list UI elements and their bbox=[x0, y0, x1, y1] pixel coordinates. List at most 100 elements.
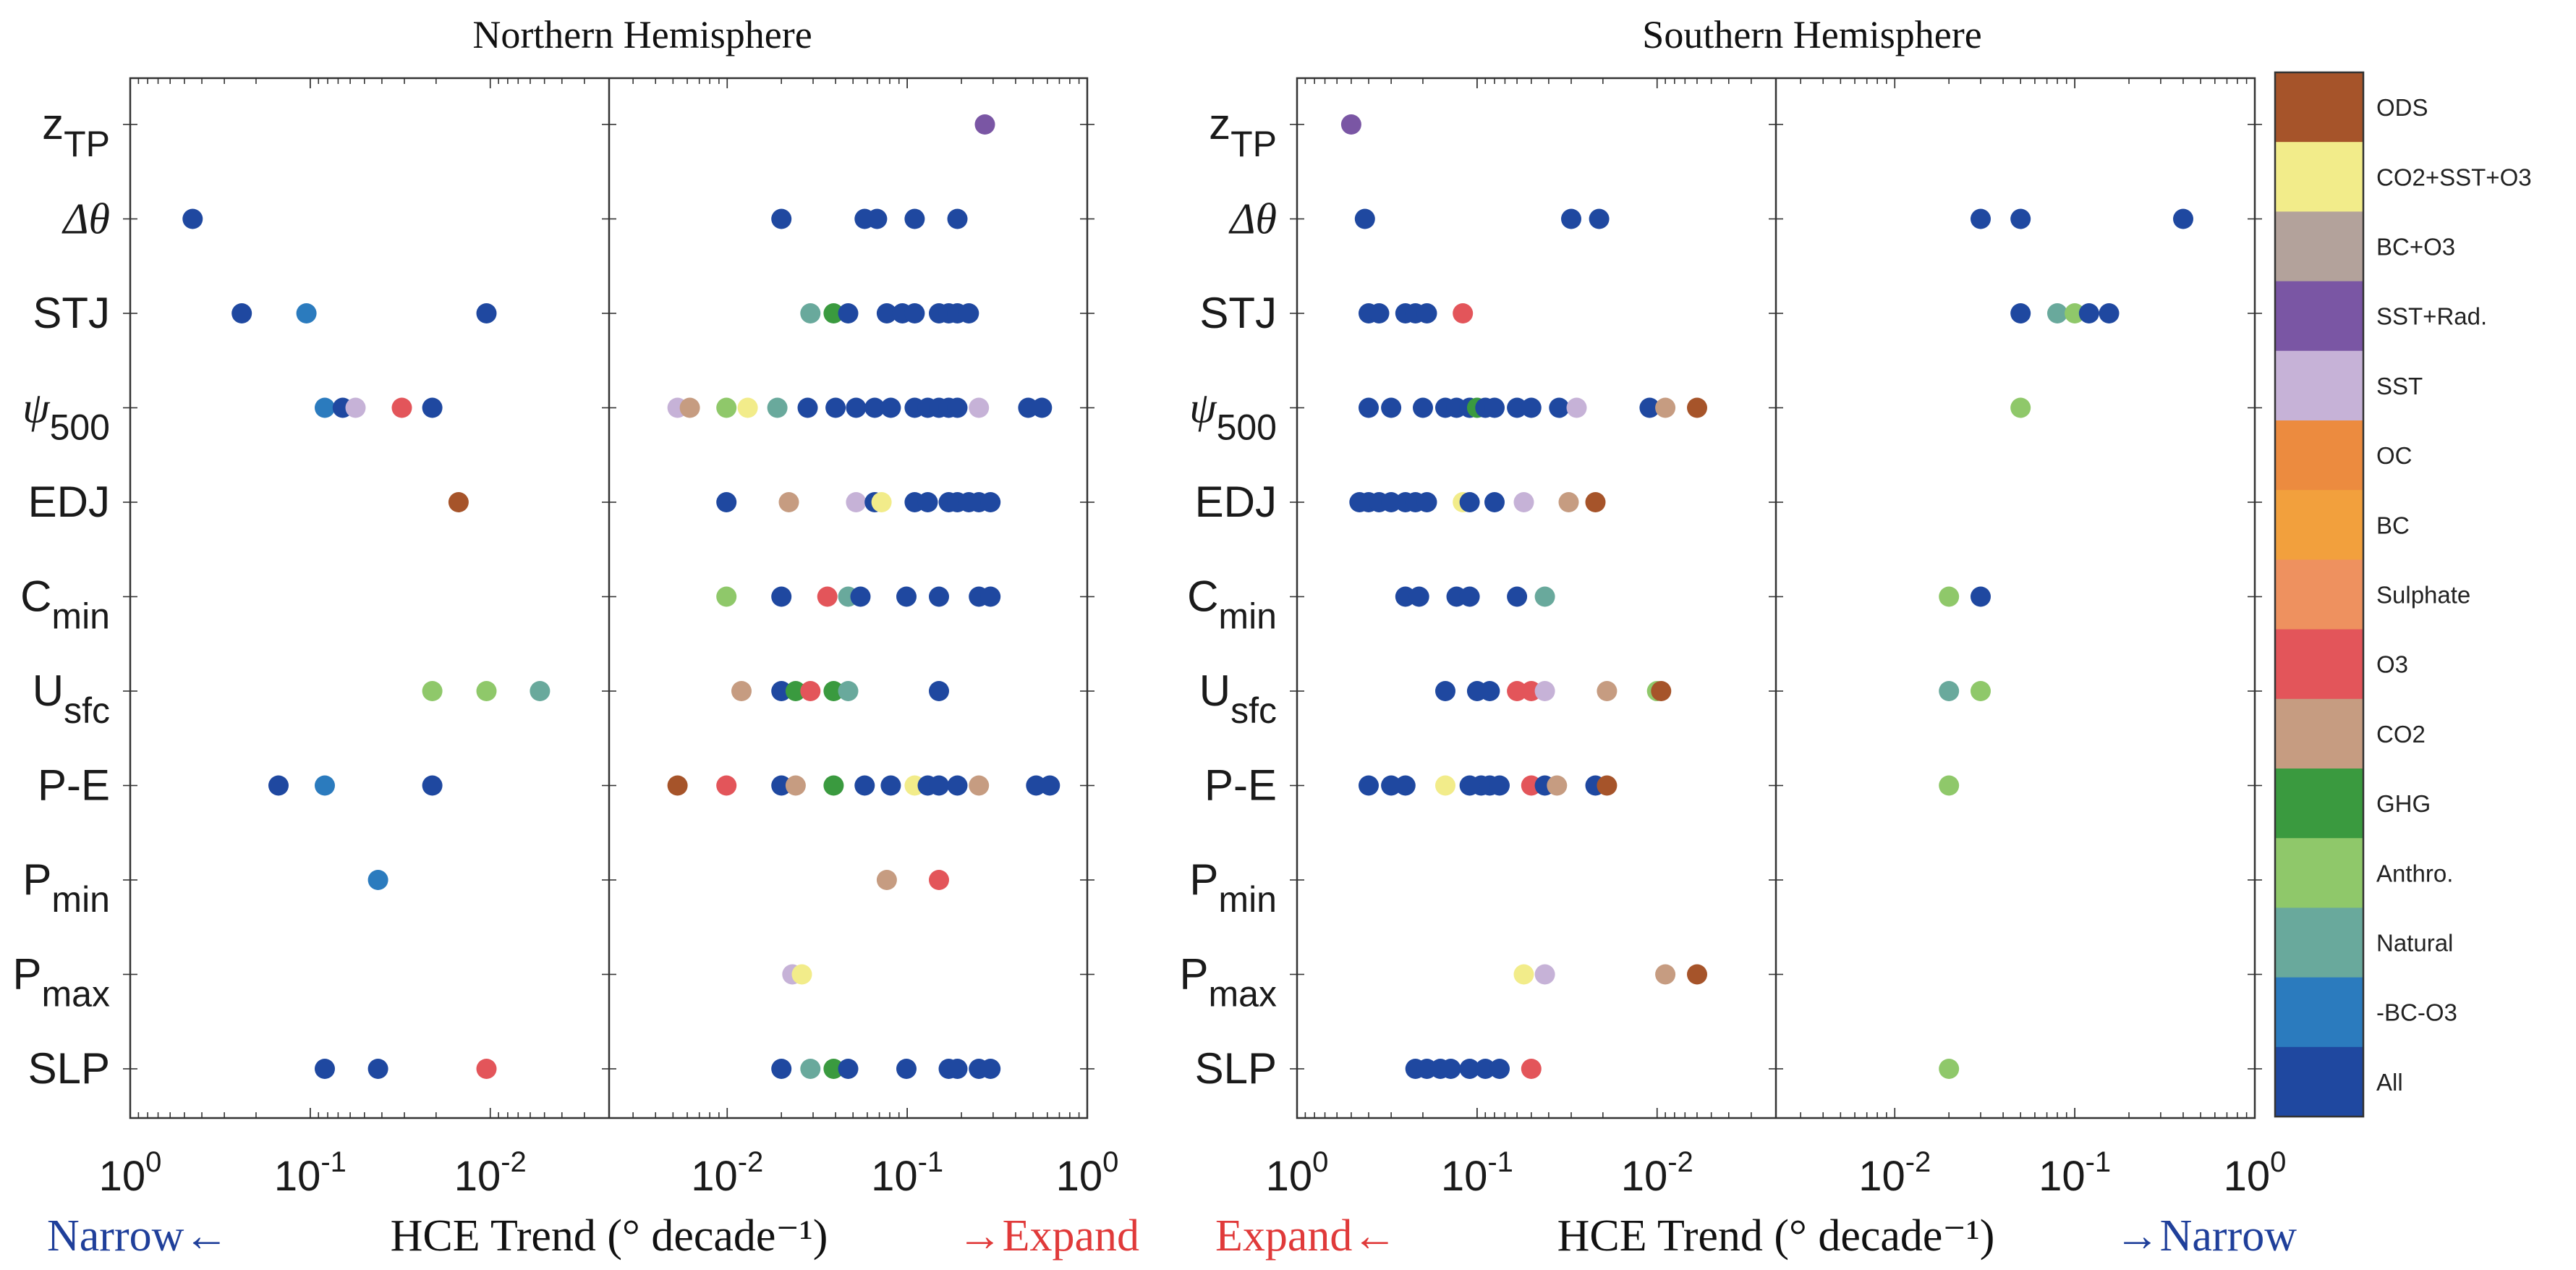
data-point-psi500-Anthro- bbox=[2010, 397, 2031, 418]
data-point-psi500-All bbox=[1484, 397, 1505, 418]
legend-swatch-BC bbox=[2275, 490, 2363, 560]
x-tick-label: 100 bbox=[2224, 1146, 2287, 1200]
data-point-pmax-SST bbox=[1534, 964, 1555, 985]
data-point-dtheta-All bbox=[1971, 208, 1991, 229]
data-point-edj-All bbox=[1381, 492, 1402, 512]
data-point-stj-Anthro- bbox=[2065, 303, 2086, 323]
legend-label: GHG bbox=[2376, 790, 2431, 817]
data-point-pe-All bbox=[1489, 775, 1510, 796]
data-point-usfc-Natural bbox=[530, 681, 551, 701]
x-tick-label: 10-2 bbox=[1621, 1146, 1693, 1200]
data-point-edj-All bbox=[980, 492, 1001, 512]
legend-swatch-BC-O3 bbox=[2275, 211, 2363, 282]
data-point-psi500-SST bbox=[1566, 397, 1587, 418]
legend-label: OC bbox=[2376, 442, 2413, 469]
metric-label-cmin: Cmin bbox=[20, 572, 110, 637]
data-point-pe-All bbox=[1381, 775, 1402, 796]
legend-label: SST bbox=[2376, 373, 2423, 399]
data-point-usfc-CO2 bbox=[731, 681, 752, 701]
data-point-slp-O3 bbox=[476, 1059, 497, 1079]
data-point-stj-All bbox=[838, 303, 859, 323]
x-tick-label: 100 bbox=[99, 1146, 162, 1200]
x-tick-label: 10-2 bbox=[691, 1146, 763, 1200]
legend-swatch-GHG bbox=[2275, 769, 2363, 839]
data-point-slp-All bbox=[896, 1059, 917, 1079]
nh-expand-label: →Expand bbox=[958, 1211, 1139, 1261]
data-point-dtheta-All bbox=[904, 208, 925, 229]
metric-label-edj: EDJ bbox=[28, 478, 110, 526]
data-point-usfc-All bbox=[1479, 681, 1500, 701]
panel-title: Southern Hemisphere bbox=[1642, 13, 1981, 56]
metric-label-pmax: Pmax bbox=[13, 950, 111, 1015]
data-point-cmin-All bbox=[1971, 586, 1991, 607]
data-point-pe-All bbox=[1359, 775, 1379, 796]
x-tick-label: 10-1 bbox=[2039, 1146, 2111, 1200]
legend-swatch-Natural bbox=[2275, 907, 2363, 978]
data-point-slp-All bbox=[1489, 1059, 1510, 1079]
data-point-pmin-O3 bbox=[929, 870, 949, 890]
data-point-usfc-All bbox=[771, 681, 792, 701]
data-point-edj-CO2 bbox=[1558, 492, 1579, 512]
metric-label-pe: P-E bbox=[1204, 761, 1277, 810]
metric-label-dtheta: Δθ bbox=[61, 195, 110, 243]
legend-label: Anthro. bbox=[2376, 860, 2453, 886]
data-point-cmin-All bbox=[929, 586, 949, 607]
data-point-dtheta-All bbox=[2010, 208, 2031, 229]
legend-swatch-ODS bbox=[2275, 72, 2363, 143]
data-point-pe-All bbox=[771, 775, 792, 796]
metric-label-psi500: ψ500 bbox=[1189, 384, 1277, 448]
data-point-pe-All bbox=[422, 775, 443, 796]
data-point-psi500-All bbox=[947, 397, 968, 418]
data-point-slp-All bbox=[980, 1059, 1001, 1079]
data-point-cmin-All bbox=[850, 586, 871, 607]
metric-label-ztp: zTP bbox=[1209, 100, 1277, 164]
data-point-psi500-All bbox=[880, 397, 901, 418]
legend-label: SST+Rad. bbox=[2376, 303, 2487, 330]
metric-label-psi500: ψ500 bbox=[22, 384, 110, 448]
data-point-pmax-CO2-SST-O3 bbox=[1513, 964, 1534, 985]
data-point-usfc-All bbox=[1435, 681, 1455, 701]
data-point-usfc-SST bbox=[1534, 681, 1555, 701]
metric-label-dtheta: Δθ bbox=[1228, 195, 1277, 243]
data-point-psi500-CO2 bbox=[679, 397, 700, 418]
data-point-cmin-All bbox=[771, 586, 792, 607]
data-point-slp-All bbox=[367, 1059, 388, 1079]
data-point-pe-CO2-SST-O3 bbox=[1435, 775, 1455, 796]
data-point-psi500-All bbox=[1413, 397, 1433, 418]
data-point-psi500-ODS bbox=[1687, 397, 1707, 418]
data-point-edj-All bbox=[1459, 492, 1480, 512]
data-point-slp-Anthro- bbox=[1939, 1059, 1960, 1079]
data-point-usfc-GHG bbox=[785, 681, 806, 701]
data-point-edj-All bbox=[1484, 492, 1505, 512]
data-point-pe-All bbox=[947, 775, 968, 796]
data-point-stj-All bbox=[904, 303, 925, 323]
data-point-pe-All bbox=[929, 775, 949, 796]
data-point-stj-All bbox=[2010, 303, 2031, 323]
data-point-edj-All bbox=[1416, 492, 1437, 512]
data-point-psi500-All bbox=[1032, 397, 1053, 418]
metric-label-usfc: Usfc bbox=[33, 666, 110, 731]
data-point-stj-All bbox=[958, 303, 979, 323]
data-point-pe--BC-O3 bbox=[315, 775, 335, 796]
data-point-cmin-All bbox=[1459, 586, 1480, 607]
data-point-psi500-Natural bbox=[767, 397, 788, 418]
data-point-ztp-SST-Rad- bbox=[1340, 114, 1361, 135]
data-point-ztp-SST-Rad- bbox=[974, 114, 995, 135]
metric-label-pmax: Pmax bbox=[1180, 950, 1278, 1015]
legend-swatch-O3 bbox=[2275, 629, 2363, 700]
data-point-psi500-All bbox=[1381, 397, 1402, 418]
data-point-usfc-O3 bbox=[800, 681, 821, 701]
data-point-psi500-All bbox=[825, 397, 846, 418]
data-point-pe-GHG bbox=[823, 775, 844, 796]
metric-label-pmin: Pmin bbox=[1189, 855, 1277, 920]
data-point-cmin-All bbox=[1408, 586, 1429, 607]
data-point-usfc-GHG bbox=[823, 681, 844, 701]
data-point-slp-O3 bbox=[1521, 1059, 1542, 1079]
data-point-usfc-Anthro- bbox=[1971, 681, 1991, 701]
data-point-pmin-CO2 bbox=[876, 870, 897, 890]
data-point-dtheta-All bbox=[867, 208, 888, 229]
x-tick-label: 100 bbox=[1266, 1146, 1329, 1200]
data-point-edj-ODS bbox=[448, 492, 469, 512]
data-point-usfc-ODS bbox=[1651, 681, 1672, 701]
data-point-slp-All bbox=[315, 1059, 335, 1079]
